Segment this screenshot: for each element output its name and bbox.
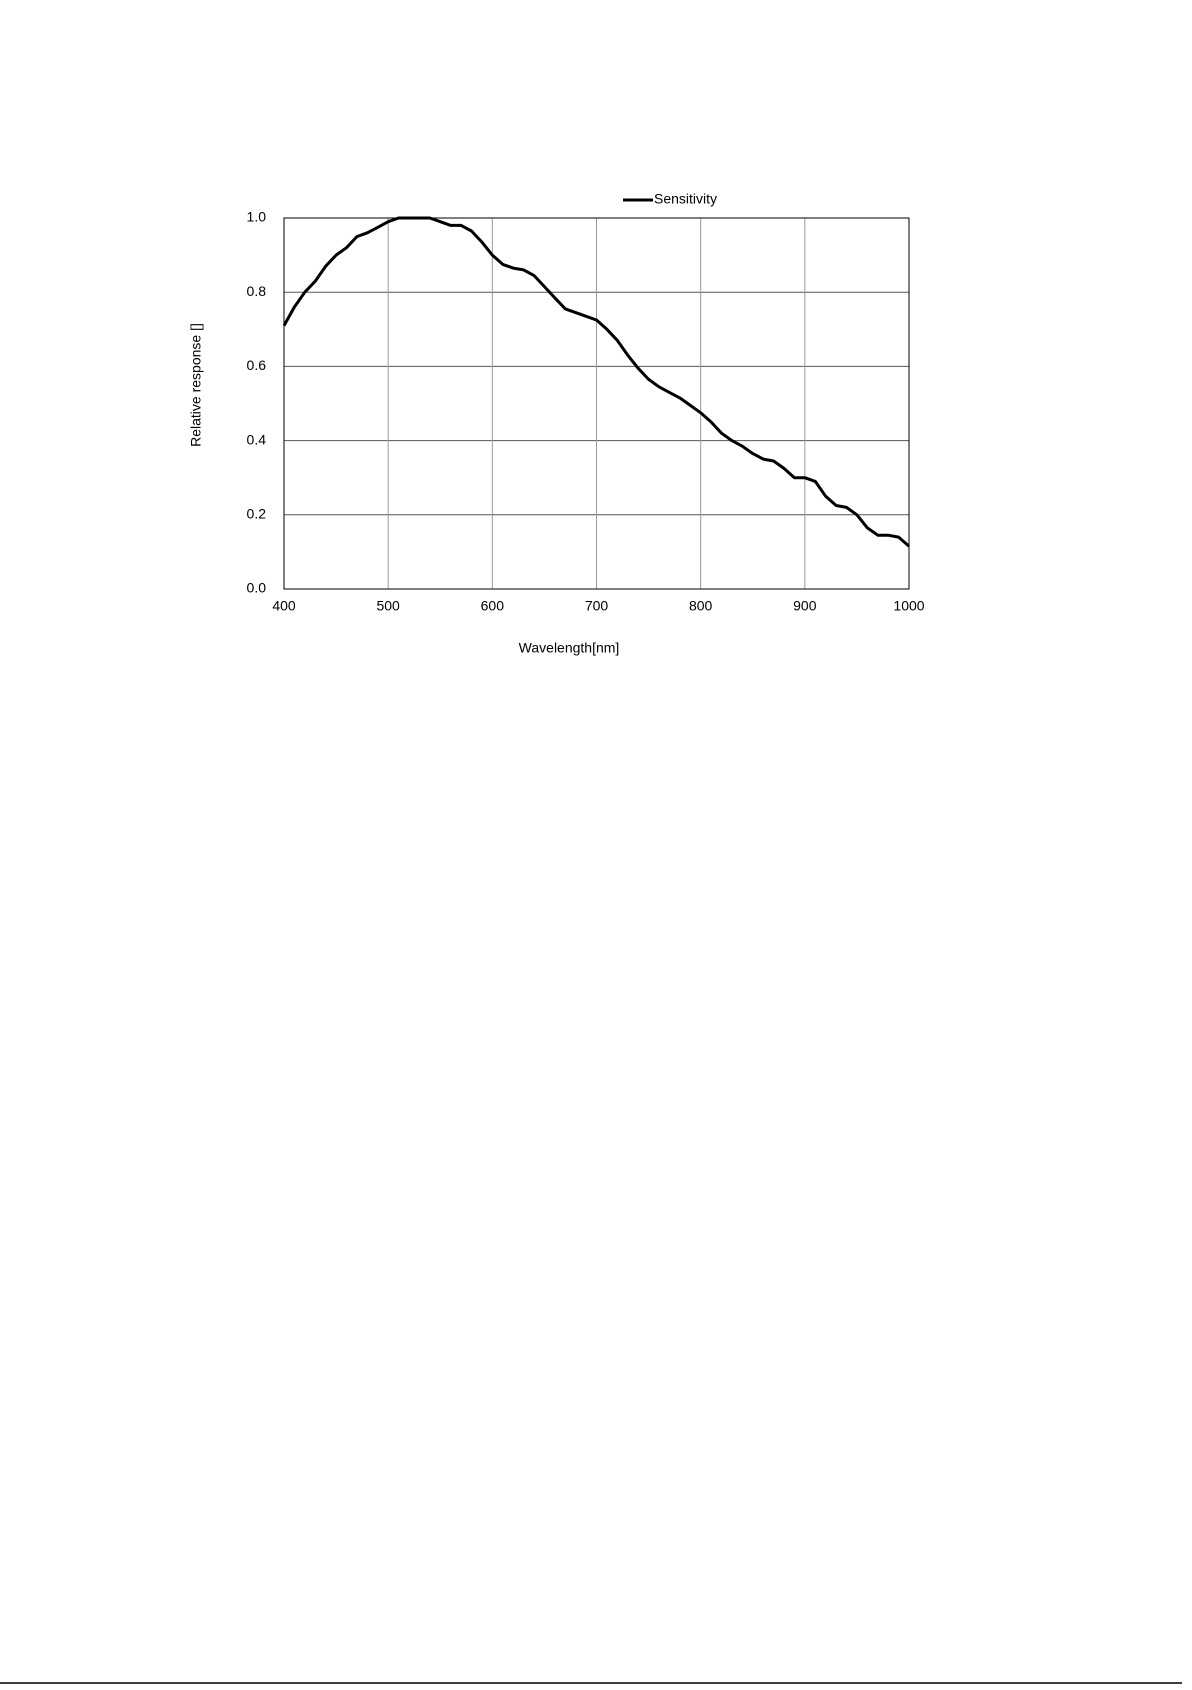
x-tick-label: 600: [481, 598, 505, 614]
x-tick-label: 500: [376, 598, 400, 614]
y-tick-label: 0.6: [247, 357, 267, 373]
x-axis-label: Wavelength[nm]: [519, 640, 620, 656]
x-tick-label: 800: [689, 598, 713, 614]
x-tick-label: 900: [793, 598, 817, 614]
data-line: [282, 216, 910, 548]
y-tick-label: 1.0: [247, 209, 267, 225]
y-tick-label: 0.2: [247, 506, 267, 522]
y-axis-label: Relative response []: [188, 323, 204, 447]
plot-frame: [283, 217, 910, 590]
x-tick-label: 400: [272, 598, 296, 614]
y-tick-label: 0.8: [247, 283, 267, 299]
y-tick-label: 0.4: [247, 431, 267, 447]
y-tick-label: 0.0: [247, 580, 267, 596]
x-tick-label: 1000: [893, 598, 924, 614]
x-tick-label: 700: [585, 598, 609, 614]
legend-label: Sensitivity: [654, 191, 717, 207]
